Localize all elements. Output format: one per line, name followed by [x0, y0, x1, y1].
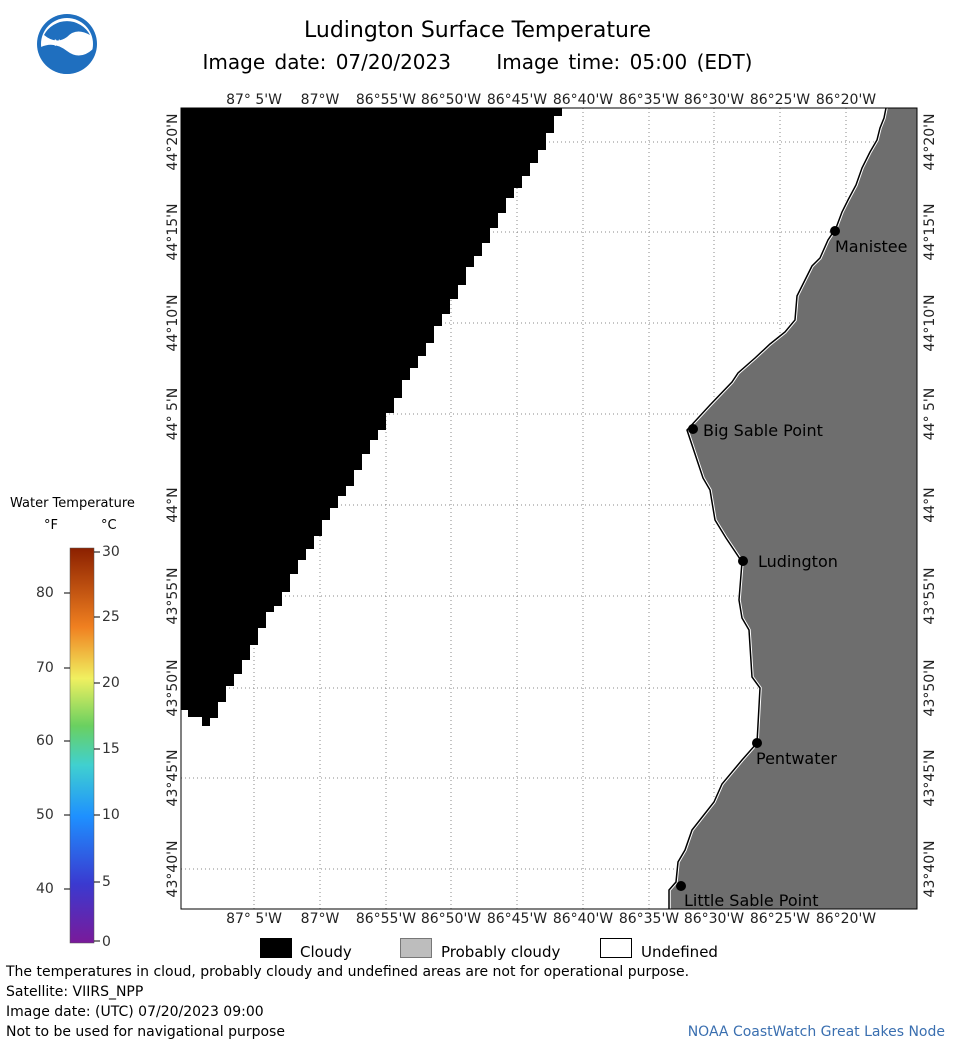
- lon-label: 86°55'W: [355, 911, 417, 927]
- lon-label: 86°45'W: [486, 92, 548, 108]
- cloud-area: [181, 108, 562, 726]
- cloudy-swatch: [260, 938, 292, 958]
- ludington-marker: [738, 556, 748, 566]
- place-label-big-sable-point: Big Sable Point: [703, 421, 823, 440]
- lat-label: 43°50'N: [165, 660, 181, 717]
- unit-fahrenheit: °F: [44, 518, 58, 533]
- place-label-ludington: Ludington: [758, 552, 838, 571]
- lon-label: 87° 5'W: [226, 92, 282, 108]
- unit-celsius: °C: [101, 518, 117, 533]
- lat-label: 44° 5'N: [165, 388, 181, 441]
- lat-label: 44°15'N: [165, 204, 181, 261]
- utc-date: Image date: (UTC) 07/20/2023 09:00: [6, 1004, 264, 1020]
- c-tick: 5: [102, 874, 111, 890]
- lat-label: 44°10'N: [922, 295, 938, 352]
- f-tick: 60: [36, 733, 54, 749]
- c-tick: 30: [102, 544, 120, 560]
- lon-label: 86°50'W: [420, 92, 482, 108]
- lon-label: 86°20'W: [815, 911, 877, 927]
- lat-label: 43°45'N: [922, 750, 938, 807]
- color-scale-bar: [69, 547, 95, 944]
- svg-text:NOAA: NOAA: [54, 39, 81, 49]
- lon-label: 86°35'W: [618, 911, 680, 927]
- disclaimer-note: The temperatures in cloud, probably clou…: [6, 964, 690, 980]
- lat-label: 44°20'N: [922, 114, 938, 171]
- lon-label: 86°40'W: [552, 911, 614, 927]
- color-scale-title: Water Temperature: [10, 496, 135, 511]
- f-tick: 80: [36, 585, 54, 601]
- satellite-info: Satellite: VIIRS_NPP: [6, 984, 144, 1000]
- lat-label: 44°15'N: [922, 204, 938, 261]
- lon-label: 86°40'W: [552, 92, 614, 108]
- undefined-label: Undefined: [641, 943, 718, 961]
- lat-label: 43°40'N: [922, 841, 938, 898]
- lon-label: 87°W: [300, 92, 340, 108]
- lat-label: 43°45'N: [165, 750, 181, 807]
- lon-label: 86°35'W: [618, 92, 680, 108]
- image-date: Image date: 07/20/2023: [202, 50, 451, 74]
- lat-label: 44°N: [165, 487, 181, 522]
- credit-text: NOAA CoastWatch Great Lakes Node: [687, 1024, 945, 1040]
- lon-label: 86°50'W: [420, 911, 482, 927]
- manistee-marker: [830, 226, 840, 236]
- probably-cloudy-label: Probably cloudy: [441, 943, 561, 961]
- lat-label: 44°10'N: [165, 295, 181, 352]
- c-tick: 0: [102, 934, 111, 950]
- lon-label: 86°25'W: [749, 92, 811, 108]
- f-tick: 70: [36, 660, 54, 676]
- place-label-pentwater: Pentwater: [756, 749, 837, 768]
- little-sable-point-marker: [676, 881, 686, 891]
- lat-label: 43°50'N: [922, 660, 938, 717]
- lat-label: 43°55'N: [165, 568, 181, 625]
- navigation-disclaimer: Not to be used for navigational purpose: [6, 1024, 285, 1040]
- noaa-logo: NOAA: [37, 14, 97, 75]
- lat-label: 44°20'N: [165, 114, 181, 171]
- c-tick: 20: [102, 675, 120, 691]
- lon-label: 87°W: [300, 911, 340, 927]
- big-sable-point-marker: [688, 424, 698, 434]
- image-date-time: Image date: 07/20/2023 Image time: 05:00…: [0, 50, 955, 74]
- lon-label: 86°55'W: [355, 92, 417, 108]
- f-tick: 50: [36, 807, 54, 823]
- probably-cloudy-swatch: [400, 938, 432, 958]
- f-tick: 40: [36, 881, 54, 897]
- land-area: [669, 108, 917, 909]
- lat-label: 44° 5'N: [922, 388, 938, 441]
- lon-label: 87° 5'W: [226, 911, 282, 927]
- undefined-swatch: [600, 938, 632, 958]
- lon-label: 86°45'W: [486, 911, 548, 927]
- lon-label: 86°30'W: [683, 92, 745, 108]
- lon-label: 86°20'W: [815, 92, 877, 108]
- c-tick: 25: [102, 609, 120, 625]
- image-time: Image time: 05:00 (EDT): [496, 50, 753, 74]
- place-label-little-sable-point: Little Sable Point: [684, 891, 819, 910]
- lon-label: 86°25'W: [749, 911, 811, 927]
- lon-label: 86°30'W: [683, 911, 745, 927]
- lat-label: 43°40'N: [165, 841, 181, 898]
- map-title: Ludington Surface Temperature: [304, 18, 651, 43]
- c-tick: 10: [102, 807, 120, 823]
- place-label-manistee: Manistee: [835, 237, 908, 256]
- lat-label: 44°N: [922, 487, 938, 522]
- cloudy-label: Cloudy: [300, 943, 352, 961]
- c-tick: 15: [102, 741, 120, 757]
- lat-label: 43°55'N: [922, 568, 938, 625]
- pentwater-marker: [752, 738, 762, 748]
